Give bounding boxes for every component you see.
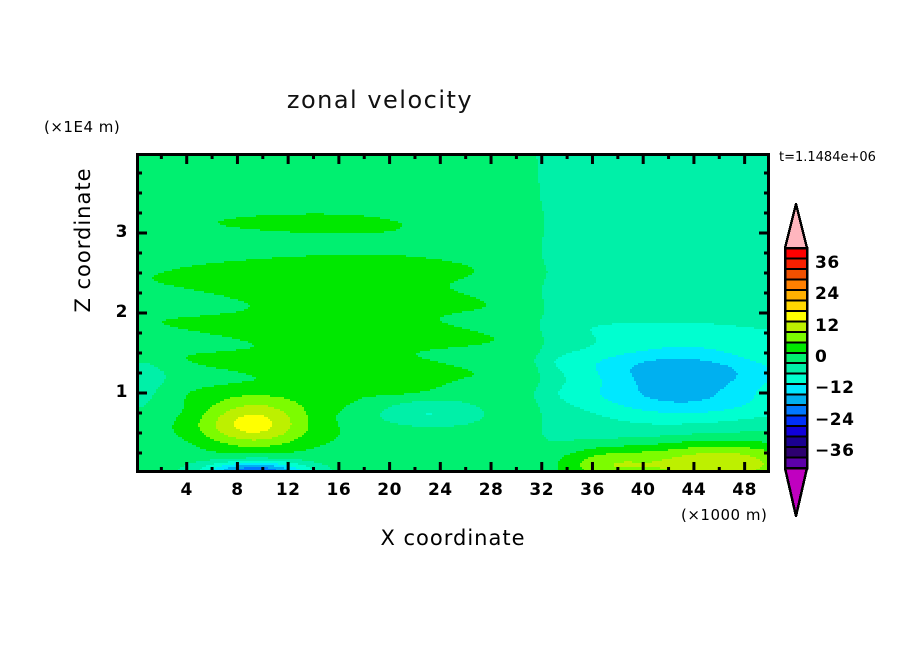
x-axis-title: X coordinate bbox=[380, 526, 526, 550]
y-axis-title: Z coordinate bbox=[71, 167, 95, 313]
x-tick-label: 28 bbox=[478, 480, 504, 500]
x-tick-label: 4 bbox=[180, 480, 193, 500]
x-tick-label: 16 bbox=[326, 480, 352, 500]
x-tick-label: 44 bbox=[681, 480, 707, 500]
y-tick-label: 3 bbox=[115, 222, 128, 242]
x-tick-label: 20 bbox=[377, 480, 402, 500]
x-tick-label: 24 bbox=[427, 480, 453, 500]
x-axis-unit: (×1000 m) bbox=[681, 506, 768, 524]
colorbar-tick-label: 36 bbox=[815, 252, 840, 273]
x-tick-label: 8 bbox=[231, 480, 244, 500]
x-tick-label: 12 bbox=[275, 480, 301, 500]
x-tick-label: 36 bbox=[580, 480, 605, 500]
colorbar bbox=[783, 202, 809, 518]
timestamp-annotation: t=1.1484e+06 bbox=[779, 150, 876, 165]
page-title: zonal velocity bbox=[286, 86, 474, 114]
x-tick-label: 48 bbox=[732, 480, 757, 500]
contour-field bbox=[136, 153, 770, 473]
y-tick-label: 2 bbox=[115, 302, 128, 322]
colorbar-tick-label: 0 bbox=[815, 347, 828, 367]
y-axis-unit: (×1E4 m) bbox=[44, 118, 121, 136]
contour-plot-area bbox=[136, 153, 770, 473]
colorbar-tick-label: −24 bbox=[815, 409, 855, 430]
colorbar-tick-label: 12 bbox=[815, 315, 840, 336]
colorbar-tick-label: −36 bbox=[815, 441, 855, 462]
colorbar-tick-label: 24 bbox=[815, 284, 840, 305]
x-tick-label: 40 bbox=[630, 480, 656, 500]
colorbar-tick-label: −12 bbox=[815, 378, 855, 399]
x-tick-label: 32 bbox=[529, 480, 555, 500]
y-tick-label: 1 bbox=[115, 382, 128, 402]
